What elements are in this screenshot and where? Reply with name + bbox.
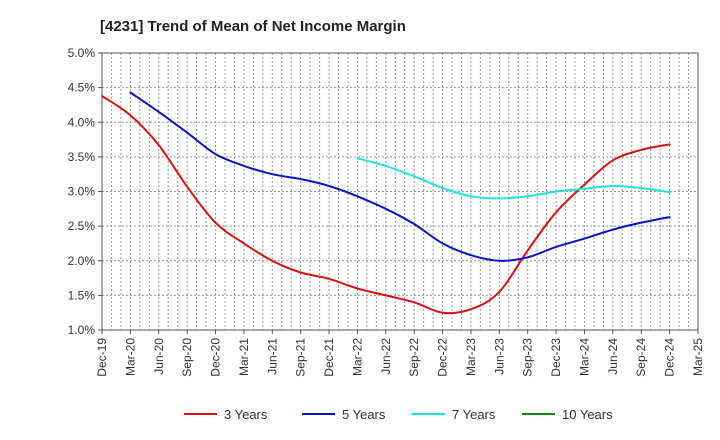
legend: 3 Years 5 Years 7 Years 10 Years: [184, 407, 613, 422]
legend-label-1: 3 Years: [224, 407, 268, 422]
series-lines: [101, 91, 671, 315]
x-tick-label: Jun-24: [606, 338, 620, 375]
x-tick-label: Mar-22: [350, 338, 364, 376]
chart-title: [4231] Trend of Mean of Net Income Margi…: [100, 18, 406, 35]
y-tick-label: 4.5%: [68, 81, 96, 95]
y-tick-label: 2.0%: [68, 254, 96, 268]
x-tick-label: Dec-19: [95, 338, 109, 377]
y-tick-label: 3.0%: [68, 185, 96, 199]
x-tick-label: Jun-21: [265, 338, 279, 375]
x-tick-label: Sep-23: [521, 338, 535, 377]
x-tick-label: Dec-24: [663, 338, 677, 377]
x-tick-label: Mar-23: [464, 338, 478, 376]
x-tick-label: Jun-20: [152, 338, 166, 375]
plot-frame: [101, 52, 699, 331]
legend-label-4: 10 Years: [562, 407, 613, 422]
y-tick-label: 1.0%: [68, 323, 96, 337]
y-tick-label: 2.5%: [68, 219, 96, 233]
series-line-2: [129, 91, 671, 262]
y-tick-label: 1.5%: [68, 288, 96, 302]
x-tick-label: Sep-21: [294, 338, 308, 377]
x-tick-label: Sep-20: [180, 338, 194, 377]
x-tick-label: Dec-20: [209, 338, 223, 377]
legend-label-2: 5 Years: [342, 407, 386, 422]
x-tick-label: Dec-22: [436, 338, 450, 377]
x-tick-label: Jun-22: [379, 338, 393, 375]
x-tick-label: Mar-21: [237, 338, 251, 376]
legend-label-3: 7 Years: [452, 407, 496, 422]
x-tick-label: Mar-20: [123, 338, 137, 376]
y-tick-label: 4.0%: [68, 115, 96, 129]
x-tick-label: Sep-24: [634, 338, 648, 377]
series-line-3: [356, 157, 671, 200]
y-axis-ticks: 1.0% 1.5% 2.0% 2.5% 3.0% 3.5% 4.0% 4.5% 5.0%: [68, 46, 102, 337]
y-tick-label: 3.5%: [68, 150, 96, 164]
x-tick-label: Dec-21: [322, 338, 336, 377]
x-tick-label: Sep-22: [407, 338, 421, 377]
x-tick-label: Jun-23: [492, 338, 506, 375]
x-tick-label: Dec-23: [549, 338, 563, 377]
y-tick-label: 5.0%: [68, 46, 96, 60]
x-axis-ticks: Dec-19 Mar-20 Jun-20 Sep-20 Dec-20 Mar-21 Jun-…: [95, 330, 705, 377]
x-tick-label: Mar-25: [691, 338, 705, 376]
series-line-1: [101, 94, 671, 315]
x-tick-label: Mar-24: [577, 338, 591, 376]
